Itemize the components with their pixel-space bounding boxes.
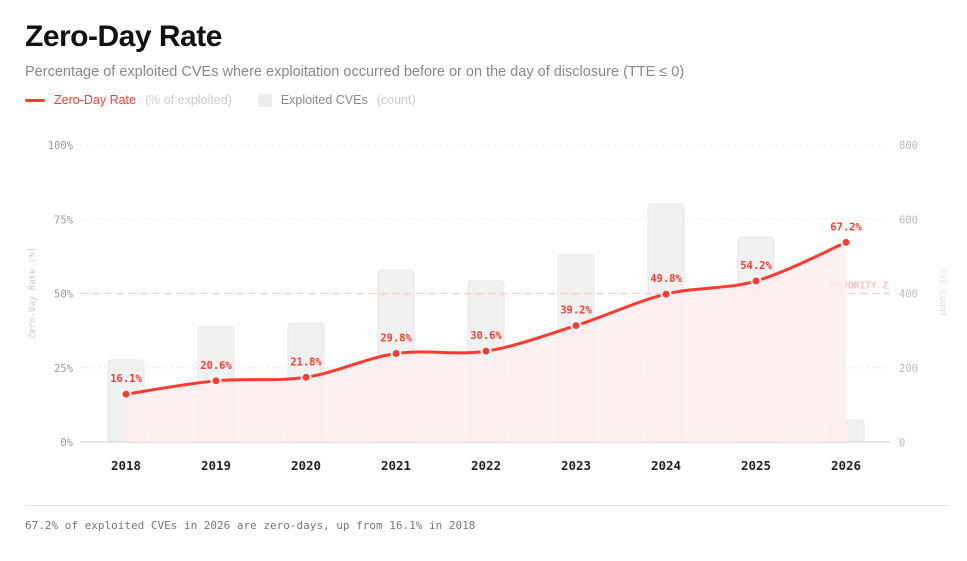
x-tick-label: 2024 [651,458,681,473]
y2-tick-label: 400 [899,289,918,301]
data-point [570,320,582,332]
y-tick-label: 100% [48,140,74,152]
data-point [660,288,672,300]
data-label: 16.1% [110,373,142,385]
data-point [750,275,762,287]
data-label: 67.2% [830,221,862,233]
data-point [480,345,492,357]
legend-line-label: Zero-Day Rate [54,93,136,107]
data-label: 21.8% [290,356,322,368]
y2-axis-label: CVE Count [937,269,947,318]
legend-bar-label: Exploited CVEs [280,93,368,107]
data-label: 39.2% [560,305,592,317]
page-title: Zero-Day Rate [25,20,222,53]
legend-line-swatch [25,98,45,102]
y2-tick-label: 600 [899,214,918,226]
x-tick-label: 2025 [741,458,771,473]
data-point [120,388,132,400]
subtitle: Percentage of exploited CVEs where explo… [25,64,685,80]
y2-tick-label: 200 [899,363,918,375]
data-label: 20.6% [200,360,232,372]
x-tick-label: 2018 [111,458,141,473]
footer-note: 67.2% of exploited CVEs in 2026 are zero… [25,519,476,532]
x-tick-label: 2019 [201,458,231,473]
y2-tick-label: 800 [899,140,918,152]
x-tick-label: 2022 [471,458,501,473]
legend-bar-note: (count) [376,93,416,107]
legend-bar-swatch [257,93,272,107]
legend-line-note: (% of exploited) [144,93,232,107]
y-tick-label: 25% [54,363,74,375]
data-label: 30.6% [470,330,502,342]
y-tick-label: 0% [60,437,73,449]
x-tick-label: 2026 [831,458,861,473]
y-tick-label: 50% [54,289,74,301]
x-tick-label: 2020 [291,458,321,473]
y2-tick-label: 0 [899,437,905,449]
line-area [126,242,846,442]
reference-line-label: MAJORITY Z [831,281,888,292]
x-tick-label: 2023 [561,458,591,473]
data-point [390,347,402,359]
data-point [210,375,222,387]
data-label: 29.8% [380,332,412,344]
x-tick-label: 2021 [381,458,411,473]
data-label: 49.8% [650,273,682,285]
data-point [840,236,852,248]
y-tick-label: 75% [54,214,74,226]
chart: 0% 25% 50% 75% 100% 0 200 400 600 800 Zero-Day Rat… [28,140,947,473]
y-axis-label: Zero-Day Rate (%) [28,247,38,339]
data-label: 54.2% [740,260,772,272]
divider [25,505,950,506]
data-point [300,371,312,383]
legend: Zero-Day Rate (% of exploited) Exploited… [25,93,416,107]
